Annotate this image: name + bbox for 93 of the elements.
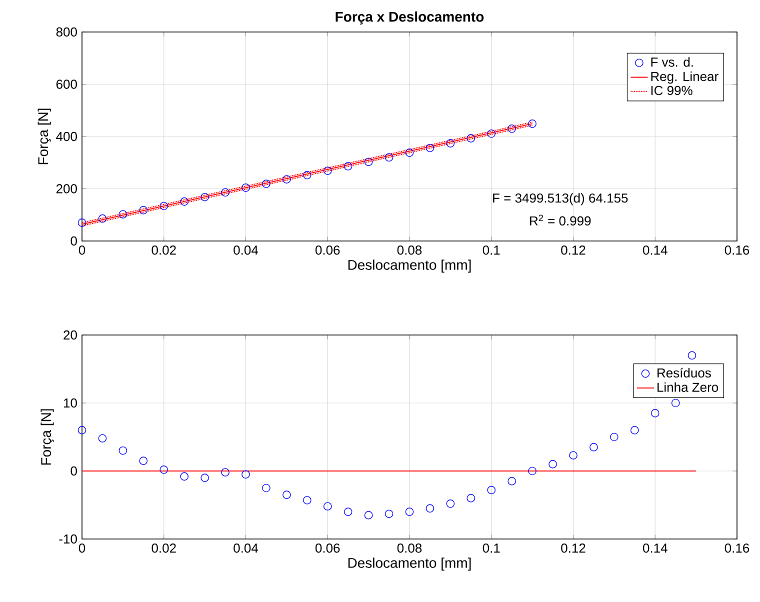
y-tick-label: 600 xyxy=(56,80,77,89)
point xyxy=(78,218,86,227)
point xyxy=(180,472,188,481)
point xyxy=(384,153,394,162)
point xyxy=(78,426,86,434)
point xyxy=(548,460,557,468)
x-tick-label: 0.04 xyxy=(234,246,258,255)
x-tick-label: 0.16 xyxy=(724,544,750,553)
x-tick-label: 0.06 xyxy=(315,544,340,553)
point xyxy=(221,188,230,197)
point xyxy=(303,496,312,504)
point xyxy=(200,192,209,202)
point xyxy=(139,456,148,465)
y-tick-label: 400 xyxy=(56,132,77,142)
point xyxy=(446,139,455,148)
point xyxy=(650,409,660,418)
point xyxy=(364,158,373,166)
point xyxy=(528,120,536,128)
point xyxy=(262,180,270,188)
y-tick-label: 800 xyxy=(56,27,77,37)
point xyxy=(139,206,148,214)
point xyxy=(630,426,639,434)
x-tick-label: 0 xyxy=(78,246,86,255)
x-axis-title: Deslocamento [mm] xyxy=(348,260,471,273)
y-tick-label: 200 xyxy=(56,184,77,194)
x-tick-label: 0.06 xyxy=(315,246,340,255)
y-tick-label: 0 xyxy=(70,236,77,246)
point xyxy=(160,202,168,210)
point xyxy=(508,124,516,133)
point xyxy=(242,184,250,192)
point xyxy=(262,484,270,492)
point xyxy=(242,470,250,479)
point xyxy=(118,446,128,455)
point xyxy=(200,474,209,482)
x-tick-label: 0.08 xyxy=(397,246,422,255)
x-tick-label: 0.1 xyxy=(482,544,500,553)
x-tick-label: 0.12 xyxy=(561,544,586,553)
point xyxy=(508,477,516,486)
point xyxy=(221,468,230,477)
legend-label: IC 99% xyxy=(651,86,692,96)
point xyxy=(426,144,434,152)
x-tick-label: 0.14 xyxy=(642,246,668,255)
point xyxy=(303,171,312,180)
point xyxy=(344,508,352,516)
point xyxy=(487,129,496,138)
point xyxy=(569,451,578,460)
x-tick-label: 0.14 xyxy=(642,544,668,553)
point xyxy=(405,148,414,157)
point xyxy=(426,504,434,513)
y-tick-label: 10 xyxy=(64,398,77,408)
x-tick-label: 0 xyxy=(78,544,86,553)
y-axis-title: Força [N] xyxy=(40,409,54,465)
x-axis-title: Deslocamento [mm] xyxy=(348,558,471,571)
point xyxy=(98,214,107,223)
x-tick-label: 0.16 xyxy=(724,246,750,255)
point xyxy=(405,508,414,516)
point xyxy=(466,494,476,502)
legend-label: Resíduos xyxy=(658,368,711,378)
x-tick-label: 0.02 xyxy=(152,544,176,553)
x-tick-label: 0.04 xyxy=(234,544,258,553)
point xyxy=(118,210,128,218)
y-tick-label: -10 xyxy=(59,534,77,544)
annotation: R$^{2}$ = 0.999 xyxy=(530,214,591,226)
legend-label: Reg. Linear xyxy=(651,72,718,84)
point xyxy=(528,466,536,476)
point xyxy=(384,510,394,518)
x-tick-label: 0.08 xyxy=(397,544,422,553)
point xyxy=(590,443,598,452)
point xyxy=(98,434,107,443)
point xyxy=(282,490,291,499)
annotation: F = 3499.513(d) 64.155 xyxy=(493,193,628,206)
point xyxy=(688,351,696,360)
chart-title: Força x Deslocamento xyxy=(336,11,484,24)
x-tick-label: 0.12 xyxy=(561,246,586,255)
point xyxy=(671,398,680,408)
point xyxy=(160,465,168,474)
point xyxy=(180,197,188,206)
y-tick-label: 20 xyxy=(64,330,77,340)
point xyxy=(282,175,291,184)
y-tick-label: 0 xyxy=(70,466,77,476)
legend-label: Linha Zero xyxy=(658,382,718,392)
x-tick-label: 0.02 xyxy=(152,246,176,255)
point xyxy=(610,432,618,442)
point xyxy=(466,134,476,142)
point xyxy=(323,502,332,511)
legend-label: F vs. d. xyxy=(651,57,693,67)
point xyxy=(487,486,496,494)
point xyxy=(323,166,332,175)
point xyxy=(364,511,373,520)
point xyxy=(446,499,455,508)
point xyxy=(344,162,352,170)
x-tick-label: 0.1 xyxy=(482,246,500,255)
y-axis-title: Força [N] xyxy=(38,108,51,164)
